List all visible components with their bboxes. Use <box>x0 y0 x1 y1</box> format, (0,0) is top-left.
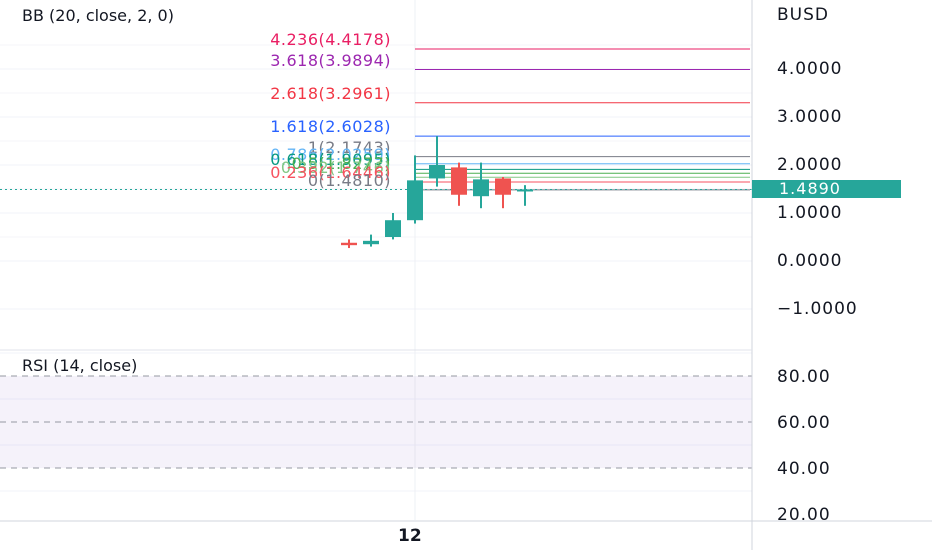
fib-level-label: 3.618(3.9894) <box>270 50 391 70</box>
fib-level-label: 0.5(1.8277) <box>291 154 391 174</box>
currency-label[interactable]: BUSD <box>777 5 829 25</box>
candle-body <box>363 240 379 245</box>
rsi-tick: 20.00 <box>777 505 831 525</box>
candle-body <box>473 179 489 197</box>
price-tick: 0.0000 <box>777 251 843 271</box>
candle-body <box>407 180 423 221</box>
grid-lines <box>0 0 752 520</box>
candle-body <box>451 167 467 195</box>
rsi-band <box>0 375 752 469</box>
candle-body <box>495 178 511 195</box>
fib-level-label: 0.382(1.746) <box>280 158 391 178</box>
price-tick: 2.0000 <box>777 155 843 175</box>
rsi-tick: 60.00 <box>777 413 831 433</box>
fib-level-label: 0(1.4810) <box>307 170 391 190</box>
time-axis-tick: 12 <box>398 526 422 546</box>
candle-body <box>517 189 533 192</box>
fib-level-label: 1.618(2.6028) <box>270 117 391 137</box>
fib-level-label: 1(2.1743) <box>307 137 391 157</box>
price-tick: 4.0000 <box>777 59 843 79</box>
fib-retracement[interactable] <box>0 48 752 191</box>
fib-level-label: 2.618(3.2961) <box>270 83 391 103</box>
price-tick: −1.0000 <box>777 299 858 319</box>
fib-level-label: 0.618(1.9095) <box>270 150 391 170</box>
price-tick: 1.0000 <box>777 203 843 223</box>
fib-level-label: 0.236(1.6446) <box>270 163 391 183</box>
rsi-tick: 80.00 <box>777 367 831 387</box>
rsi-indicator-label[interactable]: RSI (14, close) <box>22 356 138 375</box>
candlestick-series <box>341 136 533 249</box>
candle-body <box>341 242 357 246</box>
fib-level-label: 4.236(4.4178) <box>270 29 391 49</box>
current-price-badge: 1.4890 <box>752 180 901 198</box>
fib-level-label: 0.786(2.0259) <box>270 144 391 164</box>
bb-indicator-label[interactable]: BB (20, close, 2, 0) <box>22 6 174 25</box>
price-tick: 3.0000 <box>777 107 843 127</box>
candle-body <box>385 220 401 237</box>
candle-body <box>429 165 445 179</box>
rsi-tick: 40.00 <box>777 459 831 479</box>
